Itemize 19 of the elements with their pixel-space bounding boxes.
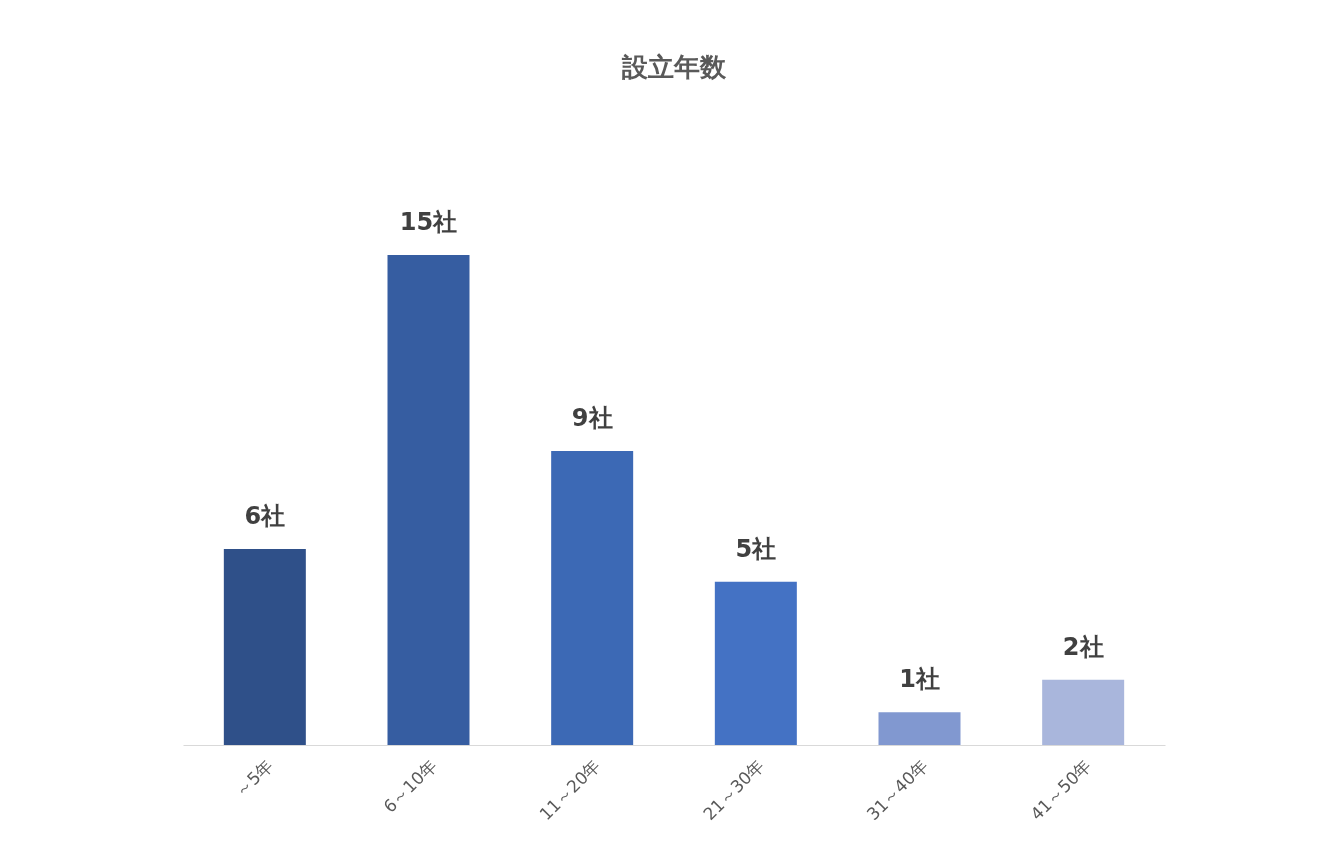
data-label: 6社 bbox=[244, 502, 286, 530]
x-tick-label: 11～20年 bbox=[535, 755, 605, 825]
bar bbox=[1042, 679, 1125, 745]
bar bbox=[551, 451, 634, 745]
data-label: 2社 bbox=[1062, 632, 1104, 661]
data-label: 9社 bbox=[571, 404, 613, 432]
data-label: 1社 bbox=[899, 665, 940, 694]
x-tick-label: ～5年 bbox=[231, 755, 277, 802]
x-tick-label: 31～40年 bbox=[862, 755, 932, 825]
chart-title: 設立年数 bbox=[621, 52, 727, 82]
x-tick-label: 6～10年 bbox=[379, 755, 441, 817]
bar bbox=[714, 581, 797, 745]
bar bbox=[387, 255, 470, 745]
bar bbox=[223, 549, 306, 745]
x-tick-label: 41～50年 bbox=[1026, 755, 1096, 825]
bar bbox=[878, 712, 961, 745]
data-label: 5社 bbox=[735, 534, 777, 563]
data-label: 15社 bbox=[399, 208, 458, 236]
x-tick-label: 21～30年 bbox=[699, 755, 768, 825]
